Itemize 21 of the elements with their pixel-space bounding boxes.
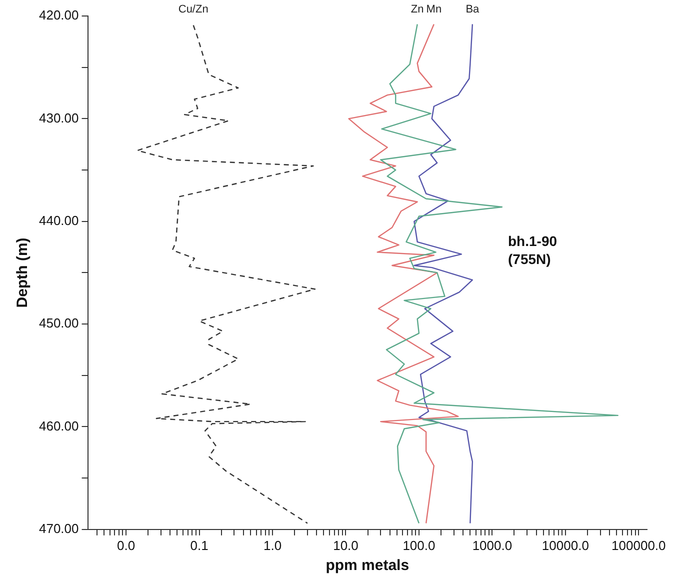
x-tick-label: 10000.0: [542, 538, 589, 553]
y-tick-label: 460.00: [38, 418, 79, 434]
y-tick-label: 440.00: [38, 212, 79, 228]
annotation: bh.1-90 (755N): [508, 232, 558, 268]
x-tick-label: 100.0: [402, 538, 436, 553]
y-tick-label: 420.00: [38, 8, 79, 23]
series-label: Cu/Zn: [178, 4, 208, 16]
x-tick-label: 1000.0: [472, 538, 512, 553]
x-tick-label: 0.1: [190, 538, 208, 553]
y-tick-label: 470.00: [38, 520, 79, 536]
series-label: Zn: [410, 4, 424, 16]
y-tick-label: 450.00: [38, 316, 79, 331]
x-tick-label: 100000.0: [612, 538, 666, 553]
series-label: Mn: [426, 4, 442, 16]
x-tick-label: 1.0: [263, 538, 282, 553]
series-label: Ba: [466, 4, 480, 16]
x-tick-label: 0.0: [117, 538, 136, 553]
y-tick-label: 430.00: [38, 110, 79, 126]
y-axis-title: Depth (m): [14, 238, 32, 308]
x-tick-label: 10.0: [333, 538, 358, 553]
x-axis-title: ppm metals: [326, 557, 410, 574]
